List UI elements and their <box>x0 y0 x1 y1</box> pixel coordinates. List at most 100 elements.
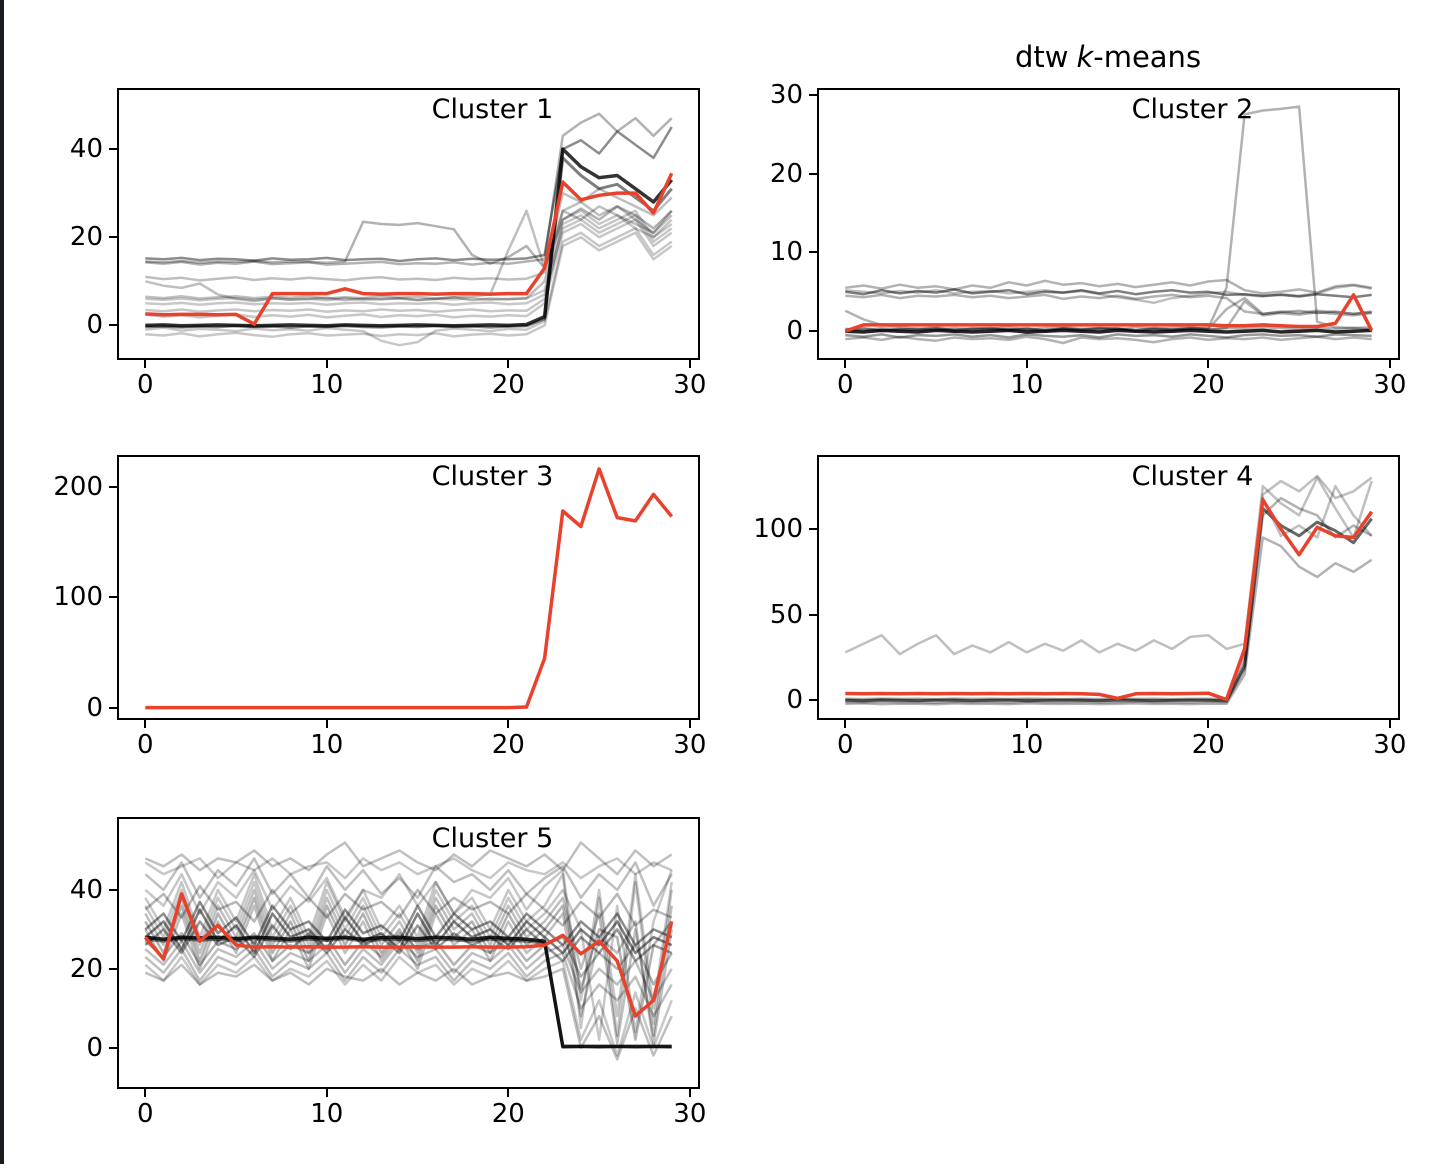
cluster-5-series-12 <box>144 908 673 955</box>
x-tick-label: 0 <box>137 1099 154 1129</box>
cluster-2-series-11 <box>845 299 1372 333</box>
cluster-5-series-15 <box>144 947 673 1018</box>
cluster-5-series-20 <box>144 884 673 927</box>
x-tick-label: 30 <box>673 370 707 400</box>
cluster-5-title: Cluster 5 <box>431 823 554 854</box>
cluster-5-series-19 <box>144 920 673 963</box>
y-tick-mark <box>109 148 117 151</box>
cluster-2-series-8 <box>845 335 1372 345</box>
x-tick-label: 20 <box>491 370 525 400</box>
y-tick-mark <box>809 613 817 616</box>
cluster-2-series-6 <box>845 328 1372 334</box>
cluster-3-series-plot <box>145 467 674 710</box>
y-tick-mark <box>809 172 817 175</box>
cluster-4-series-6 <box>845 484 1373 701</box>
cluster-5-series-14 <box>144 939 673 1002</box>
x-tick-label: 20 <box>1191 730 1225 760</box>
cluster-2-centroid-line <box>844 293 1374 333</box>
x-tick-label: 20 <box>491 1099 525 1129</box>
x-tick-label: 10 <box>310 730 344 760</box>
x-tick-mark <box>144 360 147 368</box>
figure-title-prefix: dtw <box>1014 40 1069 74</box>
cluster-2-series-9 <box>844 309 1372 331</box>
cluster-5-series-11 <box>144 900 673 947</box>
x-tick-label: 10 <box>310 370 344 400</box>
x-tick-label: 30 <box>1373 730 1407 760</box>
cluster-2-series-4 <box>845 284 1372 305</box>
subplot-cluster-5: Cluster 5 0 10 20 30 0 20 40 <box>70 817 706 1127</box>
cluster-5-series-16 <box>144 955 673 1057</box>
x-tick-label: 10 <box>310 1099 344 1129</box>
cluster-1-centroid-line <box>145 172 674 326</box>
cluster-1-series-3 <box>145 126 673 263</box>
x-tick-mark <box>507 720 510 728</box>
cluster-1-series-plot <box>145 112 674 347</box>
x-tick-mark <box>325 360 328 368</box>
y-tick-mark <box>809 527 817 530</box>
x-tick-mark <box>1388 720 1391 728</box>
cluster-4-series-3 <box>845 496 1373 704</box>
y-tick-label: 30 <box>769 79 803 110</box>
y-tick-label: 0 <box>86 693 103 724</box>
x-tick-mark <box>844 360 847 368</box>
cluster-1-series-11 <box>145 227 673 347</box>
cluster-4-series-1 <box>844 476 1373 656</box>
cluster-1-series-12 <box>145 205 673 270</box>
cluster-1-series-8 <box>145 213 673 306</box>
subplot-cluster-2: Cluster 2 0 10 20 30 0 10 20 30 <box>770 82 1406 398</box>
x-tick-mark <box>507 1089 510 1097</box>
y-tick-mark <box>109 236 117 239</box>
x-tick-mark <box>1025 360 1028 368</box>
x-tick-mark <box>1207 720 1210 728</box>
x-tick-mark <box>507 360 510 368</box>
cluster-1-series-6 <box>145 205 673 303</box>
y-tick-label: 20 <box>69 222 103 253</box>
x-tick-mark <box>1025 720 1028 728</box>
y-tick-mark <box>809 251 817 254</box>
cluster-5-series-17 <box>144 963 673 1061</box>
cluster-1-series-7 <box>145 209 673 302</box>
y-tick-label: 0 <box>86 1032 103 1063</box>
y-tick-mark <box>109 1046 117 1049</box>
x-tick-label: 20 <box>1191 370 1225 400</box>
cluster-5-centroid-line <box>143 892 674 1018</box>
cluster-1-series-13 <box>145 200 673 300</box>
cluster-2-series-plot <box>844 105 1374 345</box>
figure-title-suffix: -means <box>1093 40 1202 74</box>
x-tick-mark <box>144 1089 147 1097</box>
y-tick-mark <box>109 324 117 327</box>
y-tick-mark <box>809 699 817 702</box>
y-tick-label: 20 <box>69 953 103 984</box>
y-tick-label: 20 <box>769 158 803 189</box>
y-tick-label: 100 <box>753 513 803 544</box>
y-tick-label: 100 <box>53 582 103 613</box>
cluster-2-series-3 <box>845 293 1372 316</box>
cluster-5-series-10 <box>144 904 673 1045</box>
y-tick-label: 40 <box>69 134 103 165</box>
y-tick-mark <box>109 967 117 970</box>
x-tick-label: 20 <box>491 730 525 760</box>
x-tick-mark <box>325 1089 328 1097</box>
cluster-2-title: Cluster 2 <box>1131 94 1254 125</box>
subplot-cluster-1: Cluster 1 0 10 20 30 0 20 40 <box>70 88 706 398</box>
y-tick-mark <box>109 596 117 599</box>
x-tick-mark <box>1207 360 1210 368</box>
x-tick-mark <box>688 720 691 728</box>
cluster-2-series-2 <box>845 288 1372 299</box>
cluster-2-series-7 <box>845 333 1372 339</box>
figure-title-k-italic: k <box>1076 40 1094 74</box>
x-tick-mark <box>844 720 847 728</box>
cluster-5-series-5 <box>144 868 673 1018</box>
x-tick-label: 0 <box>837 730 854 760</box>
y-tick-mark <box>809 330 817 333</box>
y-tick-label: 0 <box>786 316 803 347</box>
cluster-1-series-10 <box>145 231 673 339</box>
cluster-4-series-4 <box>845 536 1373 706</box>
x-tick-label: 0 <box>137 730 154 760</box>
y-tick-label: 0 <box>786 685 803 716</box>
cluster-3-title: Cluster 3 <box>431 461 554 492</box>
x-tick-mark <box>688 360 691 368</box>
cluster-1-series-5 <box>145 187 673 282</box>
cluster-2-series-10 <box>845 296 1372 332</box>
x-tick-mark <box>144 720 147 728</box>
